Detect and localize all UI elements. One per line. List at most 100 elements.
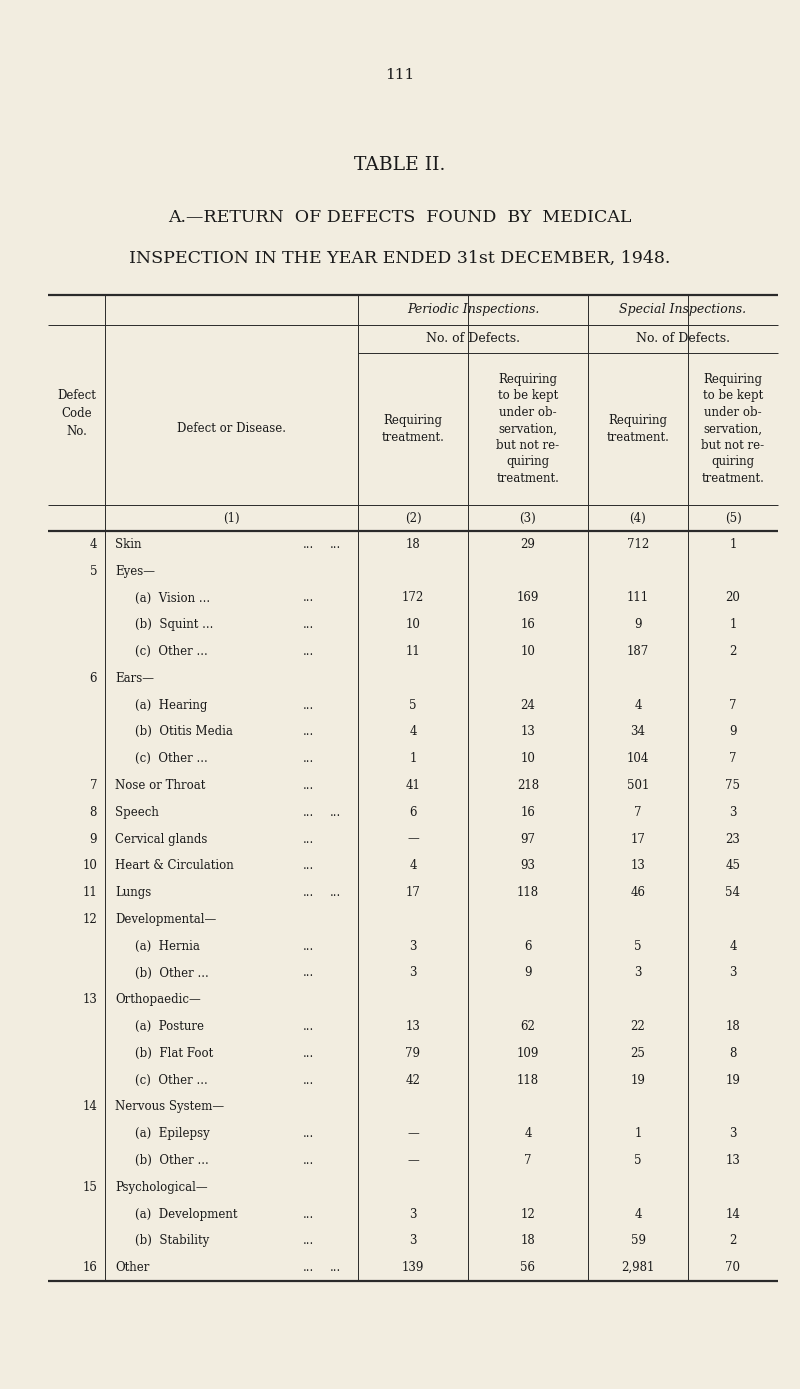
- Text: ...: ...: [303, 1235, 314, 1247]
- Text: 18: 18: [406, 538, 420, 551]
- Text: (a)  Hearing: (a) Hearing: [135, 699, 207, 711]
- Text: (a)  Development: (a) Development: [135, 1207, 238, 1221]
- Text: TABLE II.: TABLE II.: [354, 156, 446, 174]
- Text: Requiring
to be kept
under ob-
servation,
but not re-
quiring
treatment.: Requiring to be kept under ob- servation…: [497, 374, 559, 485]
- Text: 10: 10: [406, 618, 421, 631]
- Text: (a)  Vision ...: (a) Vision ...: [135, 592, 210, 604]
- Text: 3: 3: [730, 1128, 737, 1140]
- Text: 9: 9: [730, 725, 737, 739]
- Text: (5): (5): [725, 511, 742, 525]
- Text: 1: 1: [730, 538, 737, 551]
- Text: 6: 6: [410, 806, 417, 818]
- Text: 3: 3: [410, 1235, 417, 1247]
- Text: Speech: Speech: [115, 806, 159, 818]
- Text: Heart & Circulation: Heart & Circulation: [115, 860, 234, 872]
- Text: 62: 62: [521, 1020, 535, 1033]
- Text: 97: 97: [521, 832, 535, 846]
- Text: ...: ...: [303, 940, 314, 953]
- Text: 7: 7: [730, 753, 737, 765]
- Text: ...: ...: [303, 538, 314, 551]
- Text: ...: ...: [303, 592, 314, 604]
- Text: 111: 111: [627, 592, 649, 604]
- Text: (3): (3): [520, 511, 536, 525]
- Text: Orthopaedic—: Orthopaedic—: [115, 993, 201, 1006]
- Text: (a)  Epilepsy: (a) Epilepsy: [135, 1128, 210, 1140]
- Text: 11: 11: [82, 886, 97, 899]
- Text: (a)  Posture: (a) Posture: [135, 1020, 204, 1033]
- Text: ...: ...: [303, 806, 314, 818]
- Text: 19: 19: [726, 1074, 741, 1086]
- Text: (b)  Stability: (b) Stability: [135, 1235, 210, 1247]
- Text: ...: ...: [303, 967, 314, 979]
- Text: ...: ...: [303, 832, 314, 846]
- Text: 41: 41: [406, 779, 421, 792]
- Text: 111: 111: [386, 68, 414, 82]
- Text: 13: 13: [406, 1020, 421, 1033]
- Text: ...: ...: [303, 1128, 314, 1140]
- Text: Defect
Code
No.: Defect Code No.: [57, 389, 96, 439]
- Text: ...: ...: [330, 538, 342, 551]
- Text: 93: 93: [521, 860, 535, 872]
- Text: 54: 54: [726, 886, 741, 899]
- Text: (c)  Other ...: (c) Other ...: [135, 753, 208, 765]
- Text: 10: 10: [521, 644, 535, 658]
- Text: 29: 29: [521, 538, 535, 551]
- Text: (2): (2): [405, 511, 422, 525]
- Text: INSPECTION IN THE YEAR ENDED 31st DECEMBER, 1948.: INSPECTION IN THE YEAR ENDED 31st DECEMB…: [130, 250, 670, 267]
- Text: 3: 3: [730, 806, 737, 818]
- Text: A.—RETURN  OF DEFECTS  FOUND  BY  MEDICAL: A.—RETURN OF DEFECTS FOUND BY MEDICAL: [168, 210, 632, 226]
- Text: 34: 34: [630, 725, 646, 739]
- Text: 109: 109: [517, 1047, 539, 1060]
- Text: —: —: [407, 1154, 419, 1167]
- Text: 1: 1: [634, 1128, 642, 1140]
- Text: 172: 172: [402, 592, 424, 604]
- Text: 9: 9: [634, 618, 642, 631]
- Text: Defect or Disease.: Defect or Disease.: [177, 422, 286, 436]
- Text: Requiring
treatment.: Requiring treatment.: [382, 414, 445, 444]
- Text: 9: 9: [524, 967, 532, 979]
- Text: ...: ...: [303, 860, 314, 872]
- Text: (b)  Otitis Media: (b) Otitis Media: [135, 725, 233, 739]
- Text: 75: 75: [726, 779, 741, 792]
- Text: 5: 5: [634, 940, 642, 953]
- Text: 4: 4: [90, 538, 97, 551]
- Text: 9: 9: [90, 832, 97, 846]
- Text: 42: 42: [406, 1074, 421, 1086]
- Text: 187: 187: [627, 644, 649, 658]
- Text: 4: 4: [634, 699, 642, 711]
- Text: 501: 501: [627, 779, 649, 792]
- Text: 24: 24: [521, 699, 535, 711]
- Text: Developmental—: Developmental—: [115, 913, 216, 926]
- Text: ...: ...: [303, 1020, 314, 1033]
- Text: 4: 4: [410, 725, 417, 739]
- Text: ...: ...: [303, 1074, 314, 1086]
- Text: 19: 19: [630, 1074, 646, 1086]
- Text: 6: 6: [90, 672, 97, 685]
- Text: 13: 13: [521, 725, 535, 739]
- Text: 7: 7: [90, 779, 97, 792]
- Text: —: —: [407, 832, 419, 846]
- Text: ...: ...: [303, 1047, 314, 1060]
- Text: Special Inspections.: Special Inspections.: [619, 304, 746, 317]
- Text: 18: 18: [521, 1235, 535, 1247]
- Text: 4: 4: [634, 1207, 642, 1221]
- Text: 10: 10: [521, 753, 535, 765]
- Text: ...: ...: [303, 618, 314, 631]
- Text: 5: 5: [410, 699, 417, 711]
- Text: 1: 1: [410, 753, 417, 765]
- Text: 3: 3: [730, 967, 737, 979]
- Text: 5: 5: [634, 1154, 642, 1167]
- Text: 139: 139: [402, 1261, 424, 1274]
- Text: 13: 13: [726, 1154, 741, 1167]
- Text: 104: 104: [627, 753, 649, 765]
- Text: (c)  Other ...: (c) Other ...: [135, 644, 208, 658]
- Text: 3: 3: [410, 967, 417, 979]
- Text: 7: 7: [730, 699, 737, 711]
- Text: (b)  Flat Foot: (b) Flat Foot: [135, 1047, 214, 1060]
- Text: 23: 23: [726, 832, 741, 846]
- Text: 13: 13: [630, 860, 646, 872]
- Text: ...: ...: [303, 725, 314, 739]
- Text: 56: 56: [521, 1261, 535, 1274]
- Text: 2,981: 2,981: [622, 1261, 654, 1274]
- Text: ...: ...: [303, 644, 314, 658]
